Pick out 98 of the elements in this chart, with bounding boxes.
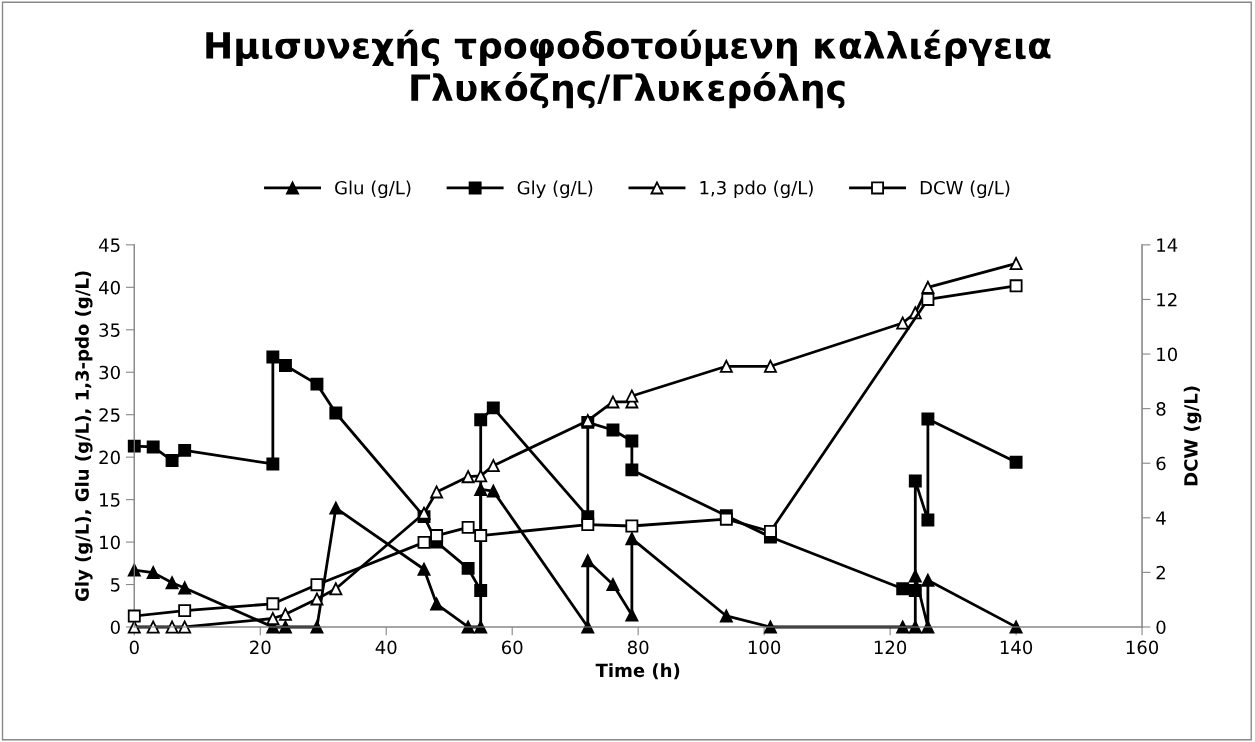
legend-label: Glu (g/L): [335, 180, 411, 199]
y-tick-label: 20: [99, 450, 120, 465]
point: [278, 607, 292, 621]
point: [329, 406, 343, 420]
point: [625, 608, 639, 622]
point: [329, 582, 343, 596]
point: [461, 470, 475, 484]
point: [165, 454, 179, 468]
point: [486, 484, 500, 498]
x-tick-label: 40: [375, 640, 397, 655]
point: [127, 563, 141, 577]
point: [625, 389, 639, 403]
point: [474, 584, 488, 597]
point: [310, 578, 324, 592]
point: [921, 573, 935, 587]
point: [146, 566, 160, 580]
point: [417, 562, 431, 576]
point: [178, 581, 192, 595]
point: [417, 535, 431, 549]
point: [719, 359, 733, 373]
point: [461, 520, 475, 534]
y2-tick-label: 12: [1157, 292, 1177, 307]
x-tick-label: 160: [1126, 640, 1159, 655]
x-tick-label: 0: [129, 640, 139, 655]
point: [474, 529, 488, 543]
chart-title: Ημισυνεχής τροφοδοτούμενη καλλιέργεια Γλυκόζης/Γλυκερόλης: [206, 29, 1051, 109]
x-tick-label: 80: [627, 640, 649, 655]
point: [461, 561, 475, 575]
point: [329, 501, 343, 515]
point: [921, 412, 935, 426]
y2-axis-title: DCW (g/L): [1183, 386, 1202, 486]
point: [474, 469, 488, 483]
point: [1009, 257, 1023, 271]
point: [763, 524, 777, 538]
point: [310, 377, 324, 391]
point: [146, 440, 160, 454]
point: [430, 529, 444, 543]
y2-tick-label: 0: [1156, 620, 1166, 635]
point: [581, 554, 595, 568]
point: [266, 597, 280, 611]
y-tick-label: 15: [100, 493, 120, 507]
legend-label: DCW (g/L): [920, 180, 1010, 199]
point: [625, 519, 639, 533]
x-tick-label: 140: [1000, 640, 1033, 655]
point: [1009, 279, 1023, 293]
point: [127, 609, 141, 623]
point: [896, 316, 910, 330]
x-tick-label: 60: [501, 640, 523, 655]
legend-label: Gly (g/L): [517, 180, 593, 199]
point: [625, 532, 639, 546]
point: [127, 439, 141, 453]
y-tick-label: 25: [99, 408, 120, 422]
point: [474, 413, 488, 427]
y-tick-label: 10: [100, 535, 120, 550]
point: [1009, 455, 1023, 469]
point: [581, 518, 595, 532]
y-tick-label: 5: [111, 578, 120, 592]
point: [178, 604, 192, 618]
point: [278, 358, 292, 372]
point: [625, 434, 639, 448]
point: [486, 459, 500, 473]
y2-tick-label: 2: [1156, 565, 1165, 580]
y-axis-title: Gly (g/L), Glu (g/L), 1,3-pdo (g/L): [74, 271, 93, 602]
point: [486, 401, 500, 415]
y2-tick-label: 8: [1156, 402, 1166, 416]
point: [266, 350, 280, 364]
point: [606, 395, 620, 409]
point: [606, 578, 620, 591]
point: [763, 359, 777, 373]
x-tick-label: 20: [250, 640, 271, 655]
point: [266, 457, 280, 471]
point: [430, 485, 444, 499]
y2-tick-label: 10: [1157, 347, 1178, 362]
point: [896, 582, 910, 596]
point: [178, 443, 192, 457]
point: [266, 612, 280, 625]
point: [921, 513, 935, 527]
x-tick-label: 100: [748, 640, 781, 655]
point: [719, 609, 733, 623]
y-tick-label: 45: [99, 238, 120, 252]
legend-label: 1,3 pdo (g/L): [700, 180, 813, 199]
point: [430, 597, 444, 611]
y-tick-label: 30: [99, 365, 120, 380]
y2-tick-label: 4: [1156, 511, 1166, 525]
y-tick-label: 0: [110, 620, 120, 635]
y-tick-label: 35: [99, 323, 120, 337]
y2-tick-label: 6: [1156, 456, 1166, 471]
point: [908, 584, 922, 597]
y-tick-label: 40: [99, 280, 120, 295]
point: [908, 474, 922, 488]
point: [921, 280, 935, 294]
x-tick-label: 120: [874, 640, 907, 655]
point: [165, 576, 179, 590]
point: [625, 463, 639, 477]
y2-tick-label: 14: [1157, 238, 1178, 252]
x-axis-title: Time (h): [595, 663, 680, 680]
point: [921, 292, 935, 306]
point: [310, 592, 324, 606]
